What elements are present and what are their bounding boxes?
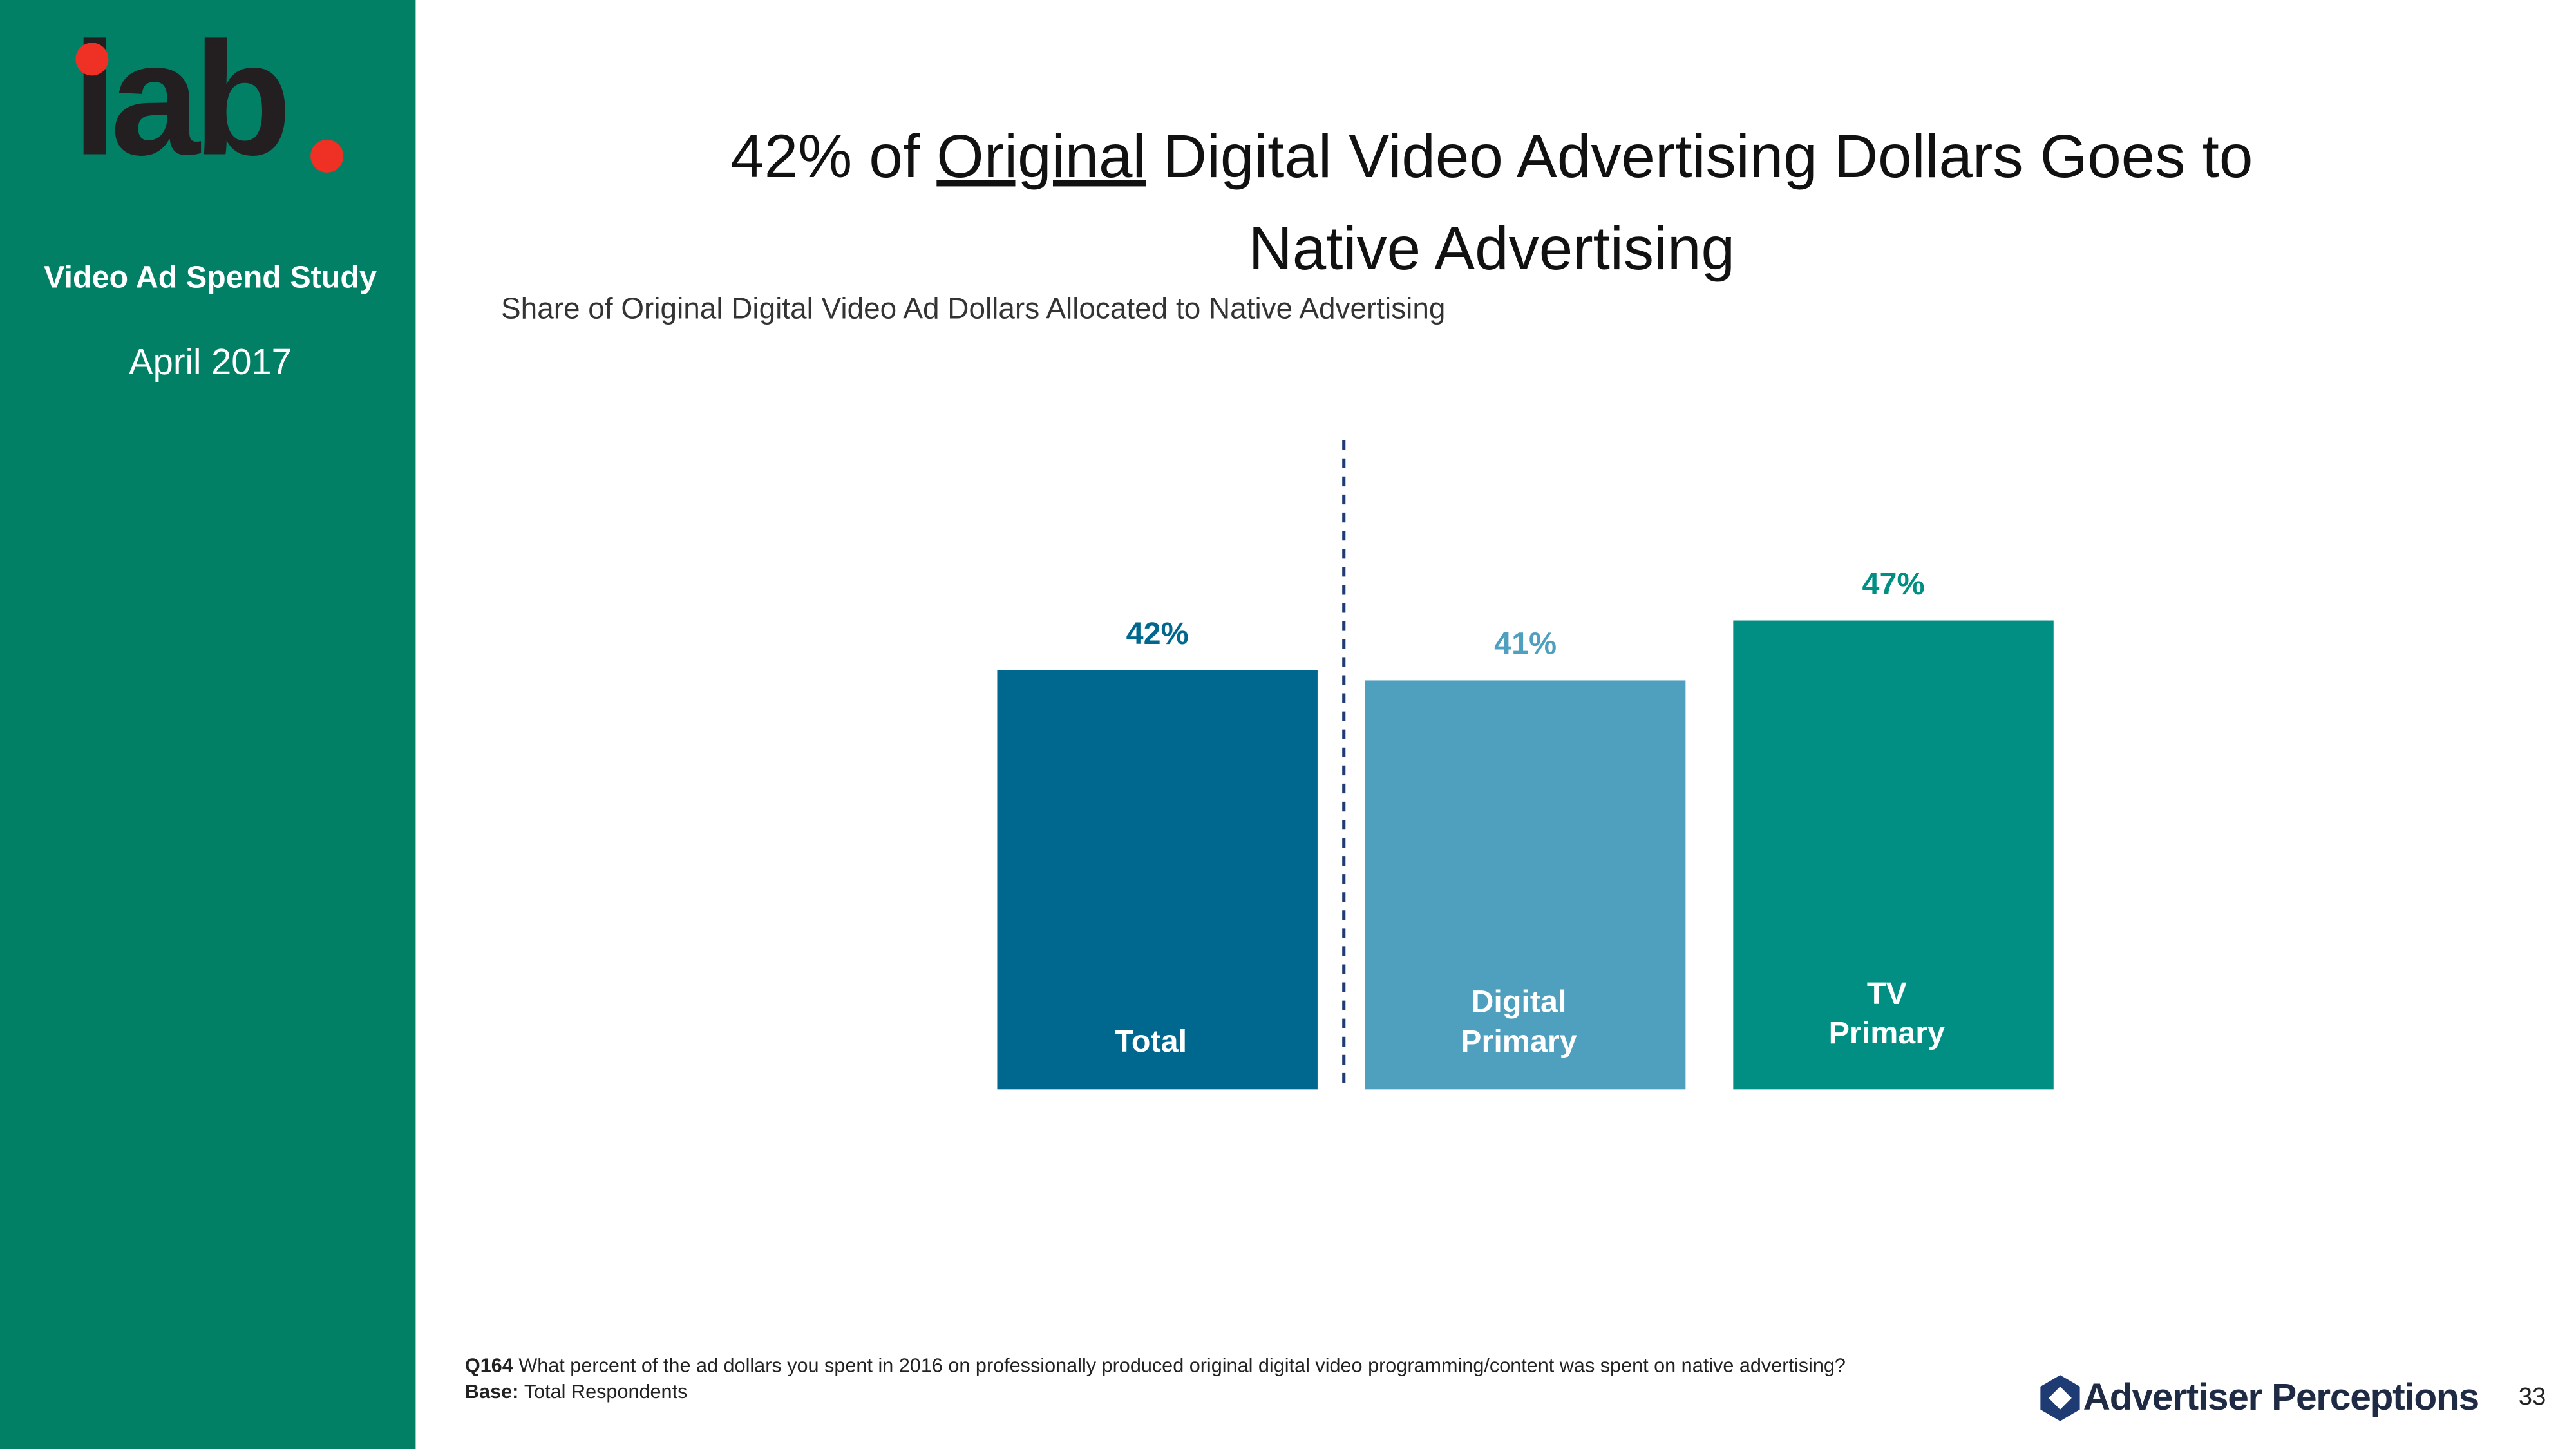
logo-dot <box>75 43 109 76</box>
sidebar <box>0 0 416 1449</box>
page-number: 33 <box>2519 1383 2546 1410</box>
category-label: Total <box>1115 1024 1187 1059</box>
bars: 42% Total 41% Digital Primary 47% TV Primary <box>997 567 2054 1090</box>
brand-name: Advertiser Perceptions <box>2083 1376 2479 1418</box>
title-part: Digital Video Advertising Dollars Goes t… <box>1146 123 2253 191</box>
bar <box>1365 680 1686 1090</box>
title-part: 42% of <box>730 123 936 191</box>
category-label: Digital Primary <box>1461 984 1577 1058</box>
chart-title-line2: Native Advertising <box>1249 215 1735 283</box>
value-label: 42% <box>1126 616 1189 651</box>
study-name: Video Ad Spend Study <box>44 260 377 294</box>
chart-title: 42% of Original Digital Video Advertisin… <box>730 123 2253 191</box>
chart-subtitle: Share of Original Digital Video Ad Dolla… <box>501 291 1445 325</box>
category-label: TV Primary <box>1829 976 1946 1050</box>
footnote-question: Q164 What percent of the ad dollars you … <box>465 1355 1846 1377</box>
footnote-base: Base: Total Respondents <box>465 1381 687 1403</box>
question-text: What percent of the ad dollars you spent… <box>518 1355 1846 1377</box>
base-text: Total Respondents <box>524 1381 688 1403</box>
value-label: 41% <box>1494 627 1557 661</box>
title-underlined: Original <box>936 123 1146 191</box>
study-date: April 2017 <box>129 341 292 382</box>
question-id: Q164 <box>465 1355 513 1377</box>
logo: iab <box>72 9 285 189</box>
logo-dot <box>310 139 344 173</box>
bar <box>997 670 1318 1090</box>
bar <box>1733 620 2054 1090</box>
value-label: 47% <box>1862 567 1925 601</box>
base-label: Base: <box>465 1381 518 1403</box>
brand-icon-inner <box>2049 1387 2072 1410</box>
